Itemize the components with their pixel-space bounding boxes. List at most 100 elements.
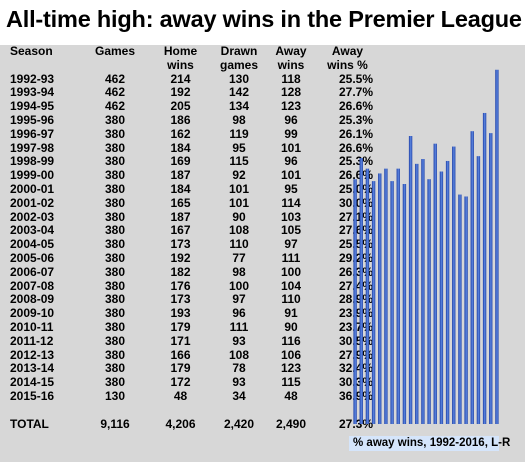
cell-games[interactable]: 130 [104,388,126,403]
cell-season[interactable]: 2011-12 [10,333,54,348]
total-away[interactable]: 2,490 [275,416,307,431]
cell-away[interactable]: 101 [280,168,302,183]
cell-home[interactable]: 184 [170,181,191,196]
header-games[interactable]: Games [94,44,136,58]
cell-games[interactable]: 380 [104,292,126,307]
cell-drawn[interactable]: 111 [229,319,249,334]
cell-home[interactable]: 162 [170,126,191,141]
cell-pct[interactable]: 26.6% [338,168,373,183]
cell-games[interactable]: 380 [104,126,126,141]
cell-season[interactable]: 2004-05 [10,237,55,252]
cell-games[interactable]: 462 [104,85,126,100]
header-away-pct-2[interactable]: wins % [327,57,368,72]
cell-season[interactable]: 2009-10 [10,306,55,321]
cell-games[interactable]: 380 [104,306,126,321]
cell-drawn[interactable]: 100 [228,278,250,293]
cell-home[interactable]: 182 [170,264,191,279]
chart-caption[interactable]: % away wins, 1992-2016, L-R [349,436,510,451]
cell-season[interactable]: 2000-01 [10,181,55,196]
cell-games[interactable]: 380 [104,319,126,334]
cell-away[interactable]: 110 [281,292,301,307]
cell-drawn[interactable]: 95 [232,140,246,155]
cell-drawn[interactable]: 108 [228,347,250,362]
cell-games[interactable]: 380 [104,361,126,376]
cell-season[interactable]: 2001-02 [10,195,55,210]
cell-season[interactable]: 1996-97 [10,126,55,141]
cell-season[interactable]: 2010-11 [10,319,54,334]
cell-home[interactable]: 173 [170,237,191,252]
cell-away[interactable]: 123 [280,99,302,114]
cell-season[interactable]: 2002-03 [10,209,55,224]
cell-drawn[interactable]: 119 [229,126,249,141]
header-home-wins[interactable]: Home [163,44,198,58]
total-label[interactable]: TOTAL [10,416,49,431]
cell-away[interactable]: 101 [280,140,302,155]
cell-home[interactable]: 214 [170,71,191,86]
header-drawn-2[interactable]: games [219,57,259,72]
header-season[interactable]: Season [10,44,53,58]
total-drawn[interactable]: 2,420 [223,416,255,431]
cell-drawn[interactable]: 77 [232,250,246,265]
cell-away[interactable]: 103 [280,209,302,224]
cell-games[interactable]: 462 [104,99,126,114]
cell-home[interactable]: 184 [170,140,191,155]
cell-home[interactable]: 192 [170,250,191,265]
cell-pct[interactable]: 27.7% [338,85,373,100]
cell-drawn[interactable]: 108 [228,223,250,238]
cell-drawn[interactable]: 115 [229,154,249,169]
cell-games[interactable]: 380 [104,237,126,252]
cell-home[interactable]: 165 [170,195,191,210]
cell-away[interactable]: 105 [280,223,302,238]
cell-drawn[interactable]: 97 [232,292,246,307]
cell-home[interactable]: 179 [170,319,191,334]
cell-home[interactable]: 192 [170,85,191,100]
cell-away[interactable]: 99 [284,126,298,141]
cell-away[interactable]: 106 [280,347,302,362]
cell-home[interactable]: 172 [170,375,191,390]
cell-home[interactable]: 176 [170,278,191,293]
cell-games[interactable]: 380 [104,209,126,224]
header-home-wins-2[interactable]: wins [167,57,194,72]
total-home[interactable]: 4,206 [165,416,196,431]
cell-drawn[interactable]: 92 [232,168,246,183]
cell-season[interactable]: 1998-99 [10,154,55,169]
cell-drawn[interactable]: 142 [228,85,250,100]
cell-season[interactable]: 1999-00 [10,168,55,183]
cell-pct[interactable]: 26.6% [338,99,373,114]
cell-away[interactable]: 97 [284,237,298,252]
cell-home[interactable]: 166 [170,347,191,362]
cell-away[interactable]: 48 [284,388,298,403]
cell-away[interactable]: 91 [284,306,298,321]
cell-drawn[interactable]: 93 [232,375,246,390]
cell-drawn[interactable]: 93 [232,333,246,348]
cell-home[interactable]: 169 [170,154,191,169]
cell-season[interactable]: 1997-98 [10,140,55,155]
cell-games[interactable]: 380 [104,140,126,155]
cell-away[interactable]: 111 [281,250,301,265]
cell-games[interactable]: 380 [104,278,126,293]
cell-away[interactable]: 100 [280,264,302,279]
cell-away[interactable]: 104 [280,278,302,293]
cell-drawn[interactable]: 90 [232,209,246,224]
cell-drawn[interactable]: 101 [228,195,250,210]
cell-pct[interactable]: 25.5% [338,71,373,86]
cell-games[interactable]: 380 [104,223,126,238]
cell-drawn[interactable]: 101 [228,181,250,196]
header-away-pct[interactable]: Away [331,44,364,58]
cell-season[interactable]: 2007-08 [10,278,55,293]
cell-pct[interactable]: 26.6% [338,140,373,155]
cell-games[interactable]: 380 [104,181,126,196]
cell-away[interactable]: 90 [284,319,298,334]
cell-games[interactable]: 462 [104,71,126,86]
cell-drawn[interactable]: 130 [228,71,250,86]
cell-away[interactable]: 123 [280,361,302,376]
cell-games[interactable]: 380 [104,195,126,210]
cell-season[interactable]: 2015-16 [10,388,55,403]
cell-games[interactable]: 380 [104,333,126,348]
cell-away[interactable]: 114 [281,195,301,210]
cell-games[interactable]: 380 [104,347,126,362]
cell-games[interactable]: 380 [104,154,126,169]
cell-games[interactable]: 380 [104,264,126,279]
cell-season[interactable]: 2008-09 [10,292,55,307]
cell-games[interactable]: 380 [104,168,126,183]
